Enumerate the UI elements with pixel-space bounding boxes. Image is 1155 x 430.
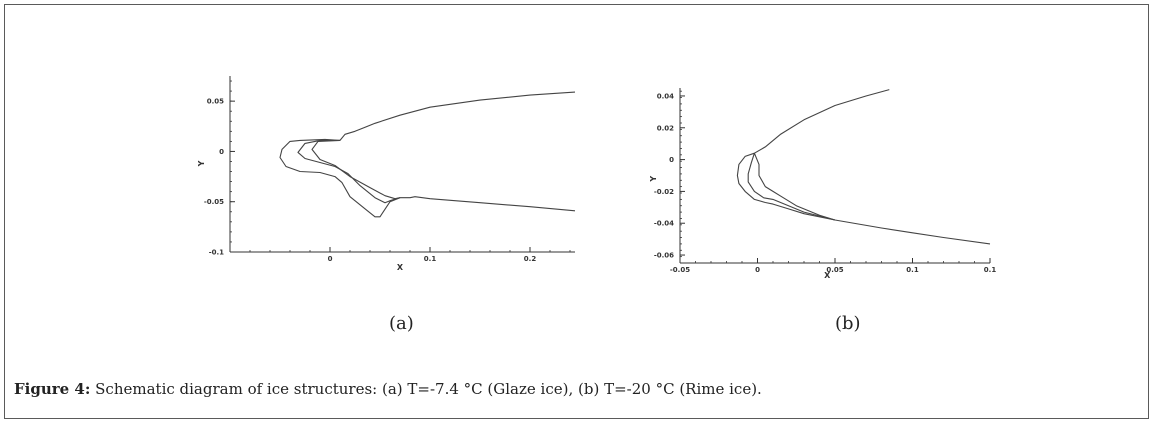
figure-caption: Figure 4: Schematic diagram of ice struc… bbox=[14, 380, 762, 398]
ice-contour-line-1 bbox=[279, 91, 576, 218]
x-tick-label: 0.2 bbox=[524, 255, 537, 263]
figure-frame bbox=[4, 4, 1149, 419]
x-axis-label: X bbox=[397, 263, 404, 272]
caption-text: Schematic diagram of ice structures: (a)… bbox=[90, 380, 762, 398]
x-tick-label: 0.1 bbox=[984, 266, 997, 274]
y-axis-label: Y bbox=[197, 160, 206, 167]
x-tick-label: 0.1 bbox=[906, 266, 919, 274]
ice-contour-line-3 bbox=[753, 152, 836, 221]
y-tick-label: -0.1 bbox=[209, 249, 224, 257]
ice-contour-line-2 bbox=[297, 139, 401, 204]
caption-label: Figure 4: bbox=[14, 380, 91, 398]
chart-b-group: 0.04 0.02 0 -0.02 -0.04 -0.06 -0.05 0 0.05 0.1 0.1… bbox=[649, 88, 996, 280]
ice-contour-line-3 bbox=[311, 139, 401, 200]
x-tick-label: 0 bbox=[328, 255, 333, 263]
y-tick-label: 0.04 bbox=[657, 92, 674, 100]
subcaption-b: (b) bbox=[835, 313, 861, 334]
y-tick-label: 0 bbox=[219, 148, 224, 156]
x-axis-label: X bbox=[824, 271, 831, 280]
y-tick-label: -0.06 bbox=[654, 252, 674, 260]
ice-contour-line-1 bbox=[736, 89, 991, 245]
x-tick-label: 0 bbox=[755, 266, 760, 274]
x-tick-label: 0.1 bbox=[424, 255, 437, 263]
y-tick-label: 0 bbox=[669, 156, 674, 164]
y-axis-label: Y bbox=[649, 176, 658, 183]
y-tick-label: 0.02 bbox=[657, 124, 674, 132]
y-tick-label: -0.04 bbox=[654, 220, 674, 228]
y-tick-label: -0.05 bbox=[204, 198, 224, 206]
ice-contour-line-2 bbox=[747, 153, 836, 221]
x-tick-label: -0.05 bbox=[670, 266, 690, 274]
chart-a-group: 0.05 0 -0.05 -0.1 0 0.1 0.2 X Y bbox=[197, 76, 576, 272]
y-tick-label: -0.02 bbox=[654, 188, 674, 196]
y-tick-label: 0.05 bbox=[207, 98, 224, 106]
x-tick-label: 0.05 bbox=[826, 266, 843, 274]
subcaption-a: (a) bbox=[389, 313, 414, 334]
